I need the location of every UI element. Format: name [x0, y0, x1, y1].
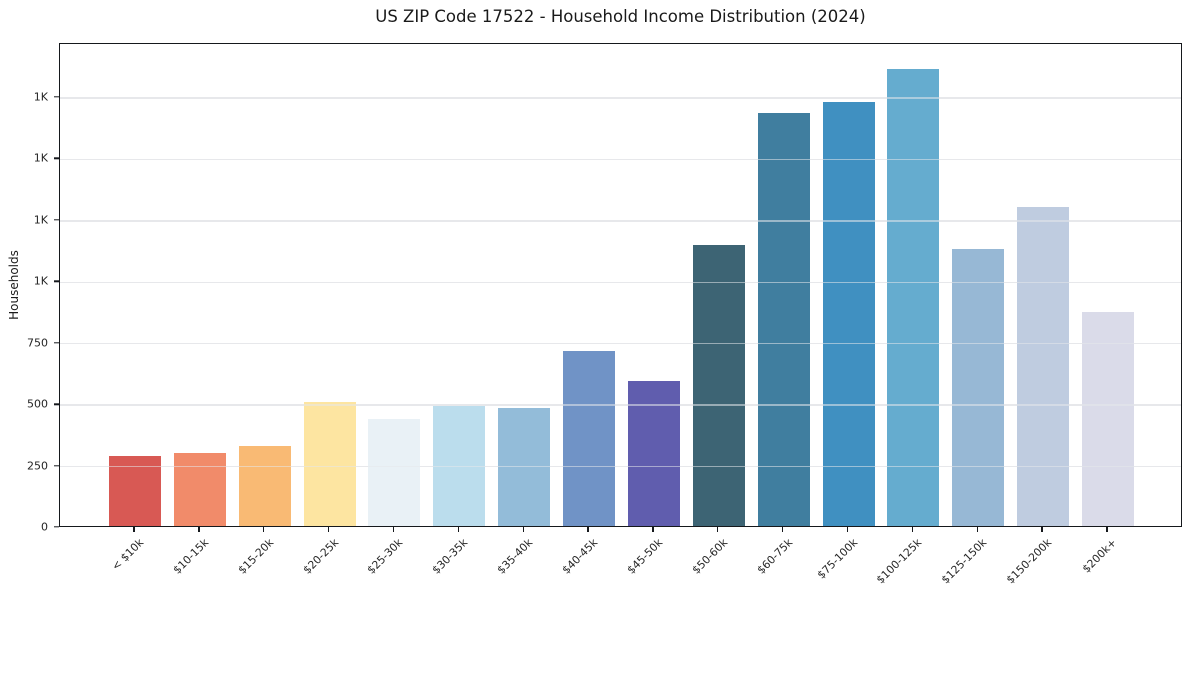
x-tick-mark: [327, 527, 330, 532]
bar: [887, 68, 940, 526]
y-tick-label: 500: [27, 397, 48, 411]
x-tick-label: $45-50k: [624, 536, 666, 577]
bar: [822, 102, 875, 526]
x-tick-label: $100-125k: [874, 536, 925, 587]
x-tick-mark: [457, 527, 460, 532]
x-tick-label: $60-75k: [754, 536, 795, 577]
x-tick-label: $75-100k: [814, 536, 860, 582]
x-tick-mark: [263, 527, 265, 532]
x-tick-mark: [781, 527, 784, 532]
y-tick-mark: [54, 526, 59, 528]
x-tick-label: $200k+: [1079, 536, 1120, 576]
x-tick-label: $10-15k: [170, 536, 212, 577]
x-tick-label: $30-35k: [429, 536, 471, 577]
x-tick-label: $125-150k: [939, 536, 990, 587]
figure: US ZIP Code 17522 - Household Income Dis…: [0, 7, 1182, 590]
gridline: [60, 281, 1181, 284]
bar: [368, 418, 421, 526]
gridlines-overlay: [60, 44, 1181, 526]
bar: [952, 249, 1005, 526]
bar: [1017, 207, 1070, 526]
plot-area: [59, 43, 1182, 527]
gridline: [60, 342, 1181, 345]
x-tick-mark: [976, 527, 978, 532]
bar: [238, 446, 291, 526]
gridline: [60, 465, 1181, 468]
y-tick-label: 0: [41, 520, 48, 534]
y-tick-label: 1K: [33, 151, 48, 165]
x-tick-mark: [392, 527, 395, 532]
chart-title: US ZIP Code 17522 - Household Income Dis…: [375, 7, 866, 26]
x-tick-mark: [1106, 527, 1108, 532]
y-tick-label: 1K: [33, 90, 48, 104]
x-tick-mark: [717, 527, 719, 532]
gridline: [60, 404, 1181, 406]
bar: [1082, 311, 1134, 526]
x-tick-mark: [587, 527, 589, 532]
x-tick-mark: [911, 527, 914, 532]
y-tick-label: 250: [27, 459, 48, 473]
x-tick-label: $20-25k: [300, 536, 341, 577]
bar: [173, 453, 226, 526]
gridline: [60, 220, 1181, 222]
x-tick-label: $35-40k: [494, 536, 536, 577]
x-tick-label: $150-200k: [1003, 536, 1055, 587]
y-tick-mark: [54, 342, 59, 344]
y-tick-label: 1K: [33, 274, 48, 288]
y-tick-mark: [54, 280, 59, 283]
x-tick-label: $15-20k: [235, 536, 276, 577]
y-tick-mark: [54, 157, 59, 160]
x-tick-label: $50-60k: [689, 536, 730, 577]
x-tick-mark: [846, 527, 849, 532]
x-tick-mark: [1041, 527, 1043, 532]
y-tick-mark: [54, 96, 59, 98]
y-tick-label: 1K: [33, 213, 48, 227]
x-tick-label: $25-30k: [364, 536, 406, 577]
bar: [303, 402, 356, 526]
bar: [692, 245, 745, 526]
x-tick-mark: [522, 527, 524, 532]
gridline: [60, 158, 1181, 161]
y-tick-label: 750: [27, 336, 48, 350]
bar: [757, 112, 810, 526]
x-tick-label: $40-45k: [559, 536, 601, 577]
y-axis-ticks: 0 250 500 750 1K 1K 1K 1K: [0, 43, 59, 534]
y-tick-mark: [54, 219, 59, 221]
y-tick-mark: [54, 464, 59, 467]
x-axis-ticks: < $10k $10-15k $15-20k $20-25k $25-30k $30-35…: [59, 527, 1182, 590]
y-tick-mark: [54, 403, 59, 405]
x-tick-mark: [198, 527, 200, 532]
gridline: [60, 97, 1181, 99]
bar: [563, 350, 616, 526]
x-tick-mark: [133, 527, 135, 532]
x-tick-mark: [652, 527, 654, 532]
